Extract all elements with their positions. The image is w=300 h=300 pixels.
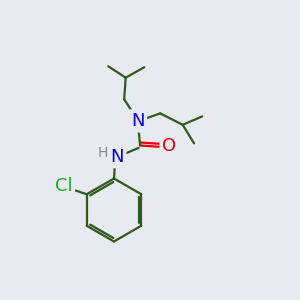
Text: Cl: Cl	[55, 177, 72, 196]
Text: H: H	[98, 146, 108, 160]
Text: O: O	[162, 137, 176, 155]
Text: N: N	[110, 148, 124, 166]
Text: N: N	[131, 112, 145, 130]
